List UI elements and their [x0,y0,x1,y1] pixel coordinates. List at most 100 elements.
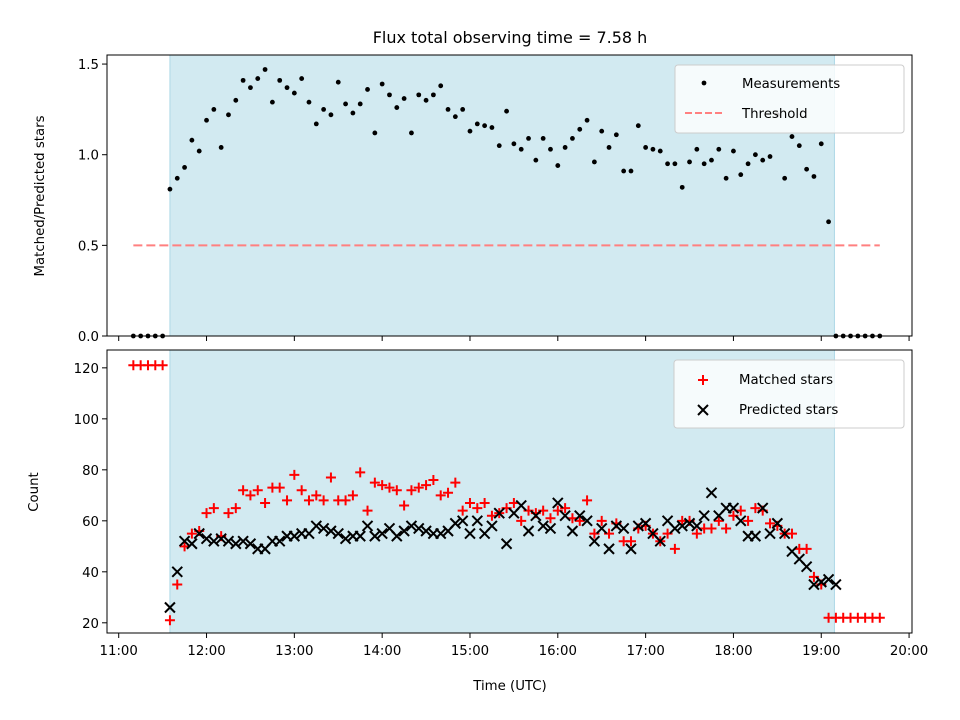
predicted-star-point [464,527,476,540]
predicted-star-point [552,497,564,509]
predicted-star-point [778,527,791,540]
measurement-point [401,96,407,101]
predicted-star-point [193,527,205,540]
measurement-point [643,145,649,150]
measurement-point [731,148,736,154]
measurement-point [548,146,553,152]
y-tick-label: 0.0 [78,330,99,345]
measurement-point [313,121,319,127]
measurement-point [687,159,692,165]
measurement-point [518,146,524,152]
matched-star-point [574,515,585,526]
legend-matched-marker [698,375,708,385]
measurement-point [599,128,605,134]
predicted-star-point [588,535,601,547]
matched-star-point [208,503,219,514]
predicted-star-point [530,510,542,522]
measurement-point [196,148,202,154]
measurement-point [460,106,466,112]
measurement-point [782,175,788,181]
ratio-plot-frame [106,54,913,337]
predicted-star-point [310,520,323,532]
measurement-point [269,99,275,105]
predicted-star-point [317,522,330,535]
measurement-point [789,134,795,139]
measurement-point [738,172,744,178]
matched-star-point [706,523,717,534]
predicted-star-point [683,517,696,530]
ratio-legend-box [674,64,905,134]
ratio-y-axis-label: Matched/Predicted stars [33,115,48,276]
measurement-point [752,152,758,158]
legend-threshold-label: Threshold [741,107,808,122]
measurement-point [438,83,444,89]
x-tick-label: 20:00 [890,644,928,659]
measurement-point [496,143,502,149]
predicted-star-point [815,576,827,588]
predicted-star-point [574,510,586,522]
predicted-star-point [339,532,352,545]
measurement-point [657,148,663,154]
matched-star-point [479,497,490,508]
measurement-point [211,106,217,112]
matched-star-point [282,495,293,506]
x-axis-label: Time (UTC) [472,679,547,694]
predicted-star-point [603,543,615,555]
matched-star-point [406,485,417,496]
legend-measurements-marker [701,80,707,86]
measurement-point [226,112,231,118]
predicted-star-point [171,566,183,578]
matched-star-point [355,467,366,478]
predicted-star-point [566,525,579,537]
measurement-point [262,67,268,72]
measurement-point [467,128,473,134]
matched-star-point [303,495,314,506]
y-tick-label: 40 [82,566,99,581]
matched-star-point [457,505,468,516]
measurement-point [555,163,561,168]
measurement-point [628,168,634,174]
predicted-star-point [522,525,535,537]
x-tick-label: 16:00 [539,644,577,659]
measurement-point [174,175,180,181]
predicted-star-point [830,578,842,591]
measurement-point [504,108,509,114]
predicted-star-point [515,499,527,512]
measurement-point [591,159,597,165]
matched-star-point [369,477,380,488]
measurement-point [635,123,641,129]
predicted-star-point [164,601,176,614]
measurement-point [452,114,458,120]
measurement-point [372,130,378,136]
predicted-star-point [435,527,447,540]
predicted-star-point [420,525,432,537]
measurement-point [679,184,685,190]
measurement-point [745,161,751,167]
predicted-star-point [654,535,666,547]
matched-star-point [735,505,746,516]
measurement-point [796,143,802,149]
matched-star-point [443,487,454,498]
predicted-star-point [544,522,557,535]
predicted-star-point [230,538,242,550]
count-legend-box [673,359,905,429]
matched-star-point [450,477,461,488]
matched-star-point [428,475,439,486]
measurement-point [255,76,261,81]
matched-star-point [274,482,285,493]
x-tick-label: 18:00 [714,644,752,659]
matched-star-point [516,515,527,526]
predicted-star-point [222,535,235,547]
predicted-star-point [617,522,630,535]
matched-star-point [508,497,519,508]
measurement-point [321,106,327,112]
x-tick-label: 15:00 [451,644,489,659]
measurement-point [818,141,824,147]
measurement-point [379,81,385,87]
matched-star-point [750,503,761,514]
predicted-star-point [237,535,249,547]
predicted-star-point [639,517,652,530]
measurement-point [350,110,356,116]
predicted-star-point [705,487,718,499]
matched-star-point [391,485,402,496]
